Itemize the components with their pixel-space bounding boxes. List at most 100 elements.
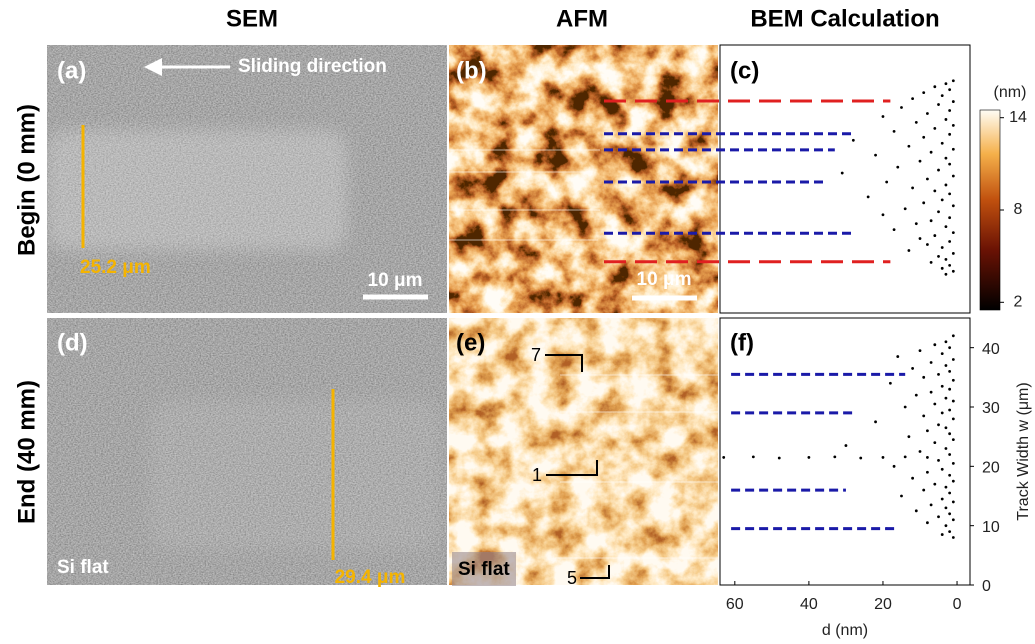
data-point <box>914 393 918 397</box>
data-point <box>926 429 929 433</box>
data-point <box>948 453 952 456</box>
data-point <box>911 97 914 100</box>
data-point <box>948 432 952 436</box>
data-point <box>933 126 937 130</box>
data-point <box>948 346 952 350</box>
data-point <box>918 159 922 163</box>
panel-frame <box>719 44 971 314</box>
panel-label: (c) <box>730 57 759 84</box>
data-point <box>948 240 952 243</box>
data-point <box>944 272 948 276</box>
data-point <box>926 456 929 459</box>
data-point <box>926 112 929 115</box>
data-point <box>922 201 926 205</box>
data-point <box>892 464 896 468</box>
data-point <box>914 509 918 513</box>
data-point <box>851 138 855 142</box>
data-point <box>922 135 926 139</box>
data-point <box>922 375 926 379</box>
data-point <box>937 515 940 519</box>
data-point <box>929 219 933 223</box>
data-point <box>948 192 952 196</box>
data-point <box>892 129 896 133</box>
marker-bracket <box>545 354 583 372</box>
data-point <box>926 470 929 474</box>
data-point <box>859 456 863 460</box>
data-point <box>944 506 948 510</box>
data-point <box>885 180 889 184</box>
data-point <box>951 174 955 178</box>
data-point <box>900 106 903 109</box>
data-point <box>951 252 955 255</box>
scale-label: 10 μm <box>368 270 423 291</box>
data-point <box>903 207 907 211</box>
marker-bracket <box>580 565 610 579</box>
data-point <box>951 500 955 504</box>
data-point <box>751 455 755 459</box>
data-point <box>948 88 952 92</box>
afm-image <box>449 318 718 585</box>
panel-label: (a) <box>57 57 86 84</box>
colorbar-tick-label: 14 <box>1009 109 1027 126</box>
data-point <box>840 171 844 175</box>
data-point <box>933 85 937 89</box>
data-point <box>944 426 948 430</box>
width-label: 25.2 μm <box>80 257 151 278</box>
data-point <box>940 384 944 388</box>
panel-label: (b) <box>456 57 487 84</box>
data-point <box>948 132 952 136</box>
data-point <box>926 243 929 246</box>
data-point <box>881 115 885 118</box>
data-point <box>933 343 937 347</box>
data-point <box>937 372 940 376</box>
data-point <box>940 266 944 270</box>
data-point <box>951 231 955 235</box>
data-point <box>911 186 914 190</box>
data-point <box>951 334 955 338</box>
data-point <box>940 246 944 249</box>
data-point <box>929 260 933 264</box>
data-point <box>951 536 955 539</box>
data-point <box>940 467 944 471</box>
column-title: BEM Calculation <box>750 5 939 32</box>
data-point <box>948 370 952 373</box>
data-point <box>918 237 922 240</box>
data-point <box>777 456 781 460</box>
data-point <box>833 455 837 459</box>
data-point <box>948 473 952 477</box>
data-point <box>951 438 955 442</box>
data-point <box>944 396 948 400</box>
x-tick-label: 0 <box>953 596 962 613</box>
data-point <box>911 367 914 370</box>
data-point <box>951 358 955 361</box>
data-point <box>907 144 911 148</box>
data-point <box>948 512 952 516</box>
data-point <box>911 476 914 480</box>
marker-label: 5 <box>567 568 577 588</box>
marker-bracket <box>546 460 598 476</box>
marker-label: 7 <box>531 345 541 365</box>
panel-label: (f) <box>730 329 754 356</box>
afm-image <box>449 45 718 313</box>
data-point <box>944 156 948 160</box>
data-point <box>933 402 937 406</box>
data-point <box>929 361 933 364</box>
data-point <box>940 533 944 536</box>
data-point <box>940 198 944 202</box>
data-point <box>951 269 955 273</box>
scratch-lines <box>449 149 718 559</box>
data-point <box>951 79 955 83</box>
data-point <box>951 378 955 382</box>
data-point <box>940 352 944 355</box>
y-tick-label: 0 <box>982 578 991 595</box>
data-point <box>937 168 940 172</box>
data-point <box>900 494 903 498</box>
direction-arrowhead <box>144 58 162 76</box>
data-point <box>944 183 948 187</box>
colorbar <box>979 109 1001 311</box>
data-point <box>951 399 955 403</box>
row-title: End (40 mm) <box>13 380 40 524</box>
data-point <box>918 450 922 453</box>
data-point <box>892 228 896 232</box>
data-point <box>940 411 944 415</box>
